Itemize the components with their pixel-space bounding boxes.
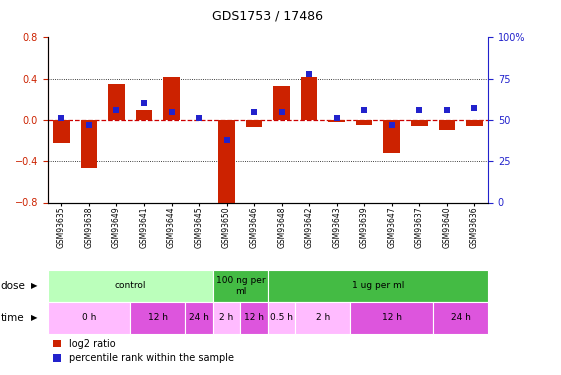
- Text: 12 h: 12 h: [148, 314, 168, 322]
- Bar: [48, 302, 130, 334]
- Bar: [356, 120, 373, 125]
- Bar: [48, 270, 213, 302]
- Legend: log2 ratio, percentile rank within the sample: log2 ratio, percentile rank within the s…: [53, 339, 234, 363]
- Bar: [213, 302, 240, 334]
- Bar: [213, 270, 268, 302]
- Bar: [273, 86, 290, 120]
- Bar: [433, 302, 488, 334]
- Bar: [411, 120, 427, 126]
- Bar: [130, 302, 185, 334]
- Bar: [351, 302, 433, 334]
- Text: 0.5 h: 0.5 h: [270, 314, 293, 322]
- Bar: [301, 76, 318, 120]
- Bar: [246, 120, 263, 127]
- Bar: [466, 120, 482, 126]
- Text: dose: dose: [1, 281, 25, 291]
- Bar: [328, 120, 345, 122]
- Bar: [136, 110, 152, 120]
- Bar: [108, 84, 125, 120]
- Bar: [268, 302, 296, 334]
- Text: 24 h: 24 h: [450, 314, 471, 322]
- Text: 1 ug per ml: 1 ug per ml: [352, 281, 404, 290]
- Bar: [185, 302, 213, 334]
- Bar: [163, 76, 180, 120]
- Bar: [268, 270, 488, 302]
- Text: 100 ng per
ml: 100 ng per ml: [215, 276, 265, 296]
- Bar: [81, 120, 97, 168]
- Text: 2 h: 2 h: [219, 314, 234, 322]
- Text: control: control: [114, 281, 146, 290]
- Text: 0 h: 0 h: [82, 314, 96, 322]
- Bar: [384, 120, 400, 153]
- Text: 24 h: 24 h: [189, 314, 209, 322]
- Text: 2 h: 2 h: [316, 314, 330, 322]
- Bar: [218, 120, 235, 205]
- Text: GDS1753 / 17486: GDS1753 / 17486: [213, 9, 323, 22]
- Bar: [240, 302, 268, 334]
- Bar: [53, 120, 70, 142]
- Text: ▶: ▶: [31, 281, 38, 290]
- Bar: [296, 302, 351, 334]
- Text: time: time: [1, 313, 24, 323]
- Text: 12 h: 12 h: [244, 314, 264, 322]
- Text: 12 h: 12 h: [381, 314, 402, 322]
- Bar: [439, 120, 455, 130]
- Text: ▶: ▶: [31, 314, 38, 322]
